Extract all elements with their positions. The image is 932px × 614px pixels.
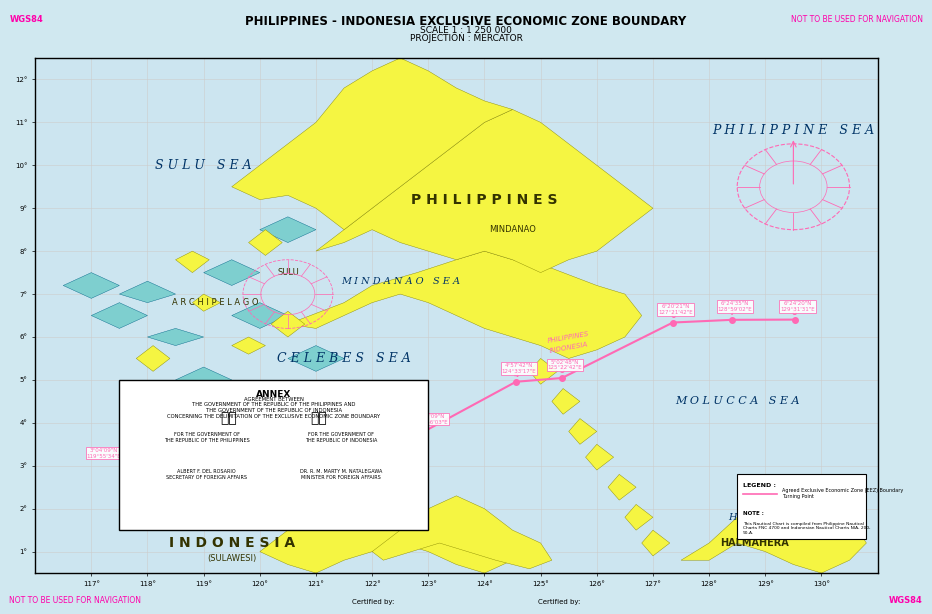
Text: 5°02'48"N
125°22'42"E: 5°02'48"N 125°22'42"E: [547, 360, 582, 370]
Text: 6°24'20"N
129°31'31"E: 6°24'20"N 129°31'31"E: [780, 301, 815, 312]
Polygon shape: [529, 359, 557, 384]
Text: Certified by:: Certified by:: [351, 599, 394, 605]
Text: 3°04'09"N
119°55'34"E: 3°04'09"N 119°55'34"E: [87, 448, 121, 459]
Text: C E L E B E S   S E A: C E L E B E S S E A: [277, 352, 411, 365]
Text: (SULAWESI): (SULAWESI): [207, 554, 256, 562]
Polygon shape: [91, 303, 147, 328]
Polygon shape: [63, 273, 119, 298]
Text: 5: 5: [559, 366, 565, 375]
FancyBboxPatch shape: [119, 380, 429, 530]
Text: WGS84: WGS84: [889, 596, 923, 605]
Text: FOR THE GOVERNMENT OF
THE REPUBLIC OF THE PHILIPPINES: FOR THE GOVERNMENT OF THE REPUBLIC OF TH…: [164, 432, 250, 443]
Polygon shape: [175, 367, 232, 389]
Polygon shape: [642, 530, 670, 556]
Polygon shape: [681, 488, 867, 573]
Polygon shape: [119, 281, 175, 303]
Text: 2: 2: [334, 435, 338, 444]
Text: INDONESIA: INDONESIA: [352, 405, 391, 423]
Text: Agreed Exclusive Economic Zone (EEZ) Boundary
Turning Point: Agreed Exclusive Economic Zone (EEZ) Bou…: [782, 488, 903, 499]
Text: NOTE :: NOTE :: [743, 511, 763, 516]
Text: I N D O N E S I A: I N D O N E S I A: [169, 536, 295, 550]
FancyBboxPatch shape: [737, 475, 867, 538]
Text: S U L U   S E A: S U L U S E A: [156, 159, 252, 172]
Polygon shape: [372, 496, 552, 569]
Text: 3: 3: [422, 419, 428, 428]
Text: MINDANAO: MINDANAO: [489, 225, 536, 234]
Text: 4°57'42"N
124°33'17"E: 4°57'42"N 124°33'17"E: [501, 363, 536, 374]
Polygon shape: [232, 337, 266, 354]
Text: 6: 6: [670, 311, 676, 319]
Polygon shape: [136, 346, 170, 371]
Polygon shape: [288, 251, 642, 359]
Polygon shape: [569, 419, 596, 445]
Text: M O L U C C A   S E A: M O L U C C A S E A: [675, 397, 800, 406]
Polygon shape: [585, 445, 613, 470]
Text: This Nautical Chart is compiled from Philippine Nautical
Charts FNC 4700 and Ind: This Nautical Chart is compiled from Phi…: [743, 521, 870, 535]
Polygon shape: [260, 217, 316, 243]
Text: ANNEX: ANNEX: [256, 391, 292, 400]
Text: SULU: SULU: [277, 268, 299, 277]
Polygon shape: [624, 504, 653, 530]
Text: NOT TO BE USED FOR NAVIGATION: NOT TO BE USED FOR NAVIGATION: [790, 15, 923, 25]
Polygon shape: [203, 260, 260, 286]
Text: PHILIPPINES: PHILIPPINES: [351, 392, 393, 411]
Text: Certified by:: Certified by:: [538, 599, 581, 605]
Text: ALBERT F. DEL ROSARIO
SECRETARY OF FOREIGN AFFAIRS: ALBERT F. DEL ROSARIO SECRETARY OF FOREI…: [166, 469, 247, 480]
Text: 3°26'09"N
121°21'21"E: 3°26'09"N 121°21'21"E: [324, 430, 359, 441]
Text: PROJECTION : MERCATOR: PROJECTION : MERCATOR: [409, 34, 523, 43]
Polygon shape: [175, 251, 210, 273]
Text: 6°24'35"N
128°59'02"E: 6°24'35"N 128°59'02"E: [718, 301, 752, 312]
Text: 8: 8: [792, 308, 797, 317]
Text: M I N D A N A O   S E A: M I N D A N A O S E A: [341, 277, 459, 286]
Polygon shape: [316, 109, 653, 273]
Text: P H I L I P P I N E S: P H I L I P P I N E S: [411, 193, 557, 207]
Text: A R C H I P E L A G O: A R C H I P E L A G O: [171, 298, 258, 307]
Polygon shape: [232, 303, 288, 328]
Text: 🇮🇩: 🇮🇩: [310, 411, 327, 426]
Polygon shape: [147, 328, 203, 346]
Polygon shape: [192, 294, 221, 311]
Text: HALMAHERA: HALMAHERA: [720, 538, 788, 548]
Text: SCALE 1 : 1 250 000: SCALE 1 : 1 250 000: [420, 26, 512, 35]
Text: 3°48'09"N
122°56'03"E: 3°48'09"N 122°56'03"E: [413, 414, 447, 425]
Polygon shape: [608, 475, 637, 500]
Text: INDONESIA: INDONESIA: [549, 341, 588, 354]
Polygon shape: [271, 311, 305, 337]
Text: DR. R. M. MARTY M. NATALEGAWA
MINISTER FOR FOREIGN AFFAIRS: DR. R. M. MARTY M. NATALEGAWA MINISTER F…: [300, 469, 382, 480]
Text: 🇵🇭: 🇵🇭: [221, 411, 238, 426]
Text: H A L M A H E R A   S E A: H A L M A H E R A S E A: [728, 513, 858, 522]
Text: PHILIPPINES: PHILIPPINES: [547, 330, 590, 344]
Text: 7: 7: [730, 308, 734, 317]
Text: LEGEND :: LEGEND :: [743, 483, 775, 488]
Text: NOT TO BE USED FOR NAVIGATION: NOT TO BE USED FOR NAVIGATION: [9, 596, 142, 605]
Text: 1: 1: [141, 451, 146, 460]
Polygon shape: [260, 475, 513, 573]
Polygon shape: [232, 58, 513, 230]
Polygon shape: [552, 389, 580, 414]
Text: FOR THE GOVERNMENT OF
THE REPUBLIC OF INDONESIA: FOR THE GOVERNMENT OF THE REPUBLIC OF IN…: [305, 432, 377, 443]
Text: PHILIPPINES - INDONESIA EXCLUSIVE ECONOMIC ZONE BOUNDARY: PHILIPPINES - INDONESIA EXCLUSIVE ECONOM…: [245, 15, 687, 28]
Text: 6°20'21"N
127°21'42"E: 6°20'21"N 127°21'42"E: [658, 304, 693, 315]
Text: 4: 4: [514, 370, 518, 379]
Polygon shape: [249, 230, 282, 255]
Polygon shape: [288, 346, 344, 371]
Text: AGREEMENT BETWEEN
THE GOVERNMENT OF THE REPUBLIC OF THE PHILIPPINES AND
THE GOVE: AGREEMENT BETWEEN THE GOVERNMENT OF THE …: [167, 397, 380, 419]
Text: P H I L I P P I N E   S E A: P H I L I P P I N E S E A: [712, 125, 874, 138]
Text: WGS84: WGS84: [9, 15, 43, 25]
